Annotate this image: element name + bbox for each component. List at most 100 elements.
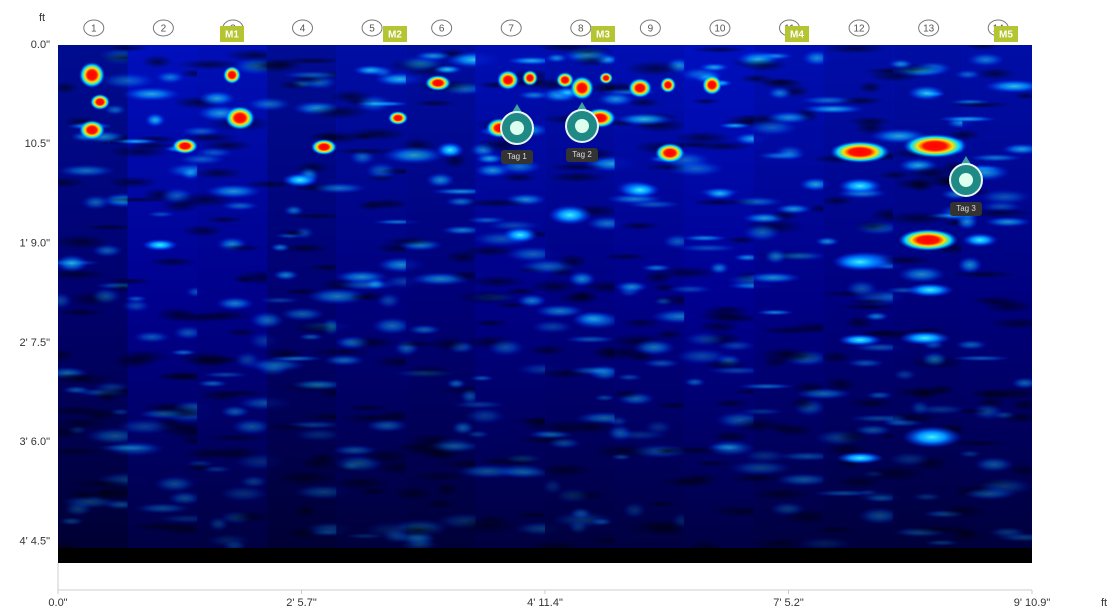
reflection xyxy=(899,331,951,345)
reflection xyxy=(832,253,888,271)
texture xyxy=(311,182,368,194)
hot-reflection xyxy=(90,94,110,110)
texture xyxy=(391,442,449,453)
tag-icon[interactable] xyxy=(959,173,973,187)
tag-label-bg[interactable] xyxy=(501,150,533,164)
column-badge[interactable] xyxy=(292,19,313,37)
texture xyxy=(218,485,269,502)
column-badge[interactable] xyxy=(431,19,453,37)
texture xyxy=(334,476,389,490)
col-label[interactable]: 7 xyxy=(508,24,514,35)
tag-label[interactable]: Tag 3 xyxy=(956,204,976,213)
column-badge[interactable] xyxy=(570,19,592,37)
marker-label[interactable]: M5 xyxy=(999,30,1013,41)
texture xyxy=(487,338,525,357)
texture xyxy=(554,487,591,504)
texture xyxy=(924,539,960,547)
col-label[interactable]: 9 xyxy=(648,24,654,35)
marker-badge[interactable] xyxy=(994,26,1018,42)
col-label[interactable]: 6 xyxy=(439,24,445,35)
texture xyxy=(128,521,195,532)
texture xyxy=(462,245,518,257)
texture xyxy=(348,335,396,349)
texture xyxy=(502,453,543,464)
texture xyxy=(180,224,224,238)
col-label[interactable]: 4 xyxy=(300,24,306,35)
texture xyxy=(340,413,403,424)
marker-badge[interactable] xyxy=(220,26,244,42)
texture xyxy=(396,55,445,72)
reflection xyxy=(142,239,178,251)
texture xyxy=(643,419,673,435)
texture xyxy=(968,153,1024,162)
column-badge[interactable] xyxy=(500,19,522,37)
col-label[interactable]: 1 xyxy=(91,24,97,35)
column-badge[interactable] xyxy=(639,19,661,37)
reflection xyxy=(620,182,660,198)
col-label[interactable]: 2 xyxy=(161,24,167,35)
y-tick-label: 0.0" xyxy=(31,39,50,51)
y-tick-label: 2' 7.5" xyxy=(20,337,51,349)
radar-heatmap xyxy=(58,45,1032,548)
texture xyxy=(964,45,1001,51)
marker-badge[interactable] xyxy=(383,26,407,42)
col-label[interactable]: 13 xyxy=(923,24,935,35)
texture xyxy=(272,470,337,486)
texture xyxy=(939,503,987,519)
marker-badge[interactable] xyxy=(591,26,615,42)
texture xyxy=(264,348,305,360)
texture xyxy=(506,56,558,66)
texture xyxy=(688,141,756,152)
column-badge[interactable] xyxy=(361,19,383,37)
texture xyxy=(751,488,810,501)
texture xyxy=(58,447,108,456)
column-badge[interactable] xyxy=(152,19,174,37)
reflection xyxy=(436,142,464,158)
marker-label[interactable]: M3 xyxy=(596,30,610,41)
texture xyxy=(424,499,455,509)
hot-reflection xyxy=(425,75,451,91)
column-badge[interactable] xyxy=(918,19,940,37)
texture xyxy=(58,348,76,362)
col-label[interactable]: 5 xyxy=(369,24,375,35)
texture xyxy=(646,521,687,537)
col-label[interactable]: 10 xyxy=(714,24,726,35)
texture xyxy=(654,266,719,279)
texture xyxy=(335,279,399,291)
marker-label[interactable]: M4 xyxy=(790,30,804,41)
column-badge[interactable] xyxy=(709,19,731,37)
tag-icon[interactable] xyxy=(510,121,524,135)
texture xyxy=(755,309,795,316)
texture xyxy=(973,456,1015,473)
hot-reflection xyxy=(903,134,967,158)
x-tick-label: 2' 5.7" xyxy=(286,597,317,609)
column-badge[interactable] xyxy=(83,19,105,37)
texture xyxy=(206,434,268,442)
col-label[interactable]: 8 xyxy=(578,24,584,35)
texture xyxy=(179,165,202,181)
texture xyxy=(382,236,438,246)
tag-label[interactable]: Tag 2 xyxy=(572,150,592,159)
texture xyxy=(611,389,641,399)
marker-label[interactable]: M1 xyxy=(225,30,239,41)
texture xyxy=(58,234,111,250)
column-badge[interactable] xyxy=(848,19,870,37)
texture xyxy=(331,444,378,456)
texture xyxy=(132,331,171,344)
texture xyxy=(845,279,879,298)
texture xyxy=(978,189,1032,205)
texture xyxy=(141,54,174,69)
marker-badge[interactable] xyxy=(785,26,809,42)
tag-label-bg[interactable] xyxy=(950,202,982,216)
texture xyxy=(822,45,888,54)
tag-label[interactable]: Tag 1 xyxy=(507,152,527,161)
marker-label[interactable]: M2 xyxy=(388,30,402,41)
col-label[interactable]: 12 xyxy=(854,24,866,35)
texture xyxy=(844,315,874,330)
texture xyxy=(683,331,727,347)
texture xyxy=(153,475,196,493)
tag-icon[interactable] xyxy=(575,119,589,133)
texture xyxy=(884,211,952,225)
texture xyxy=(707,366,768,375)
tag-label-bg[interactable] xyxy=(566,148,598,162)
